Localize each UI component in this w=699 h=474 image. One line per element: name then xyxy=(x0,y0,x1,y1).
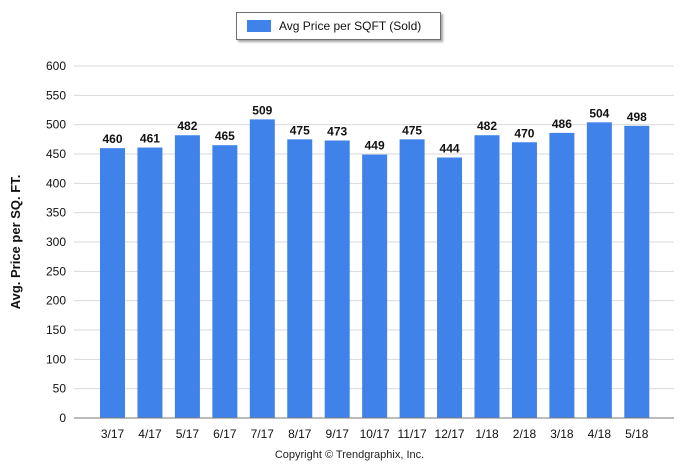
data-label: 504 xyxy=(589,106,609,120)
y-tick-label: 100 xyxy=(46,352,66,366)
data-label: 498 xyxy=(627,110,647,124)
data-label: 486 xyxy=(552,117,572,131)
x-tick-label: 3/18 xyxy=(550,427,574,441)
data-label: 470 xyxy=(514,126,534,140)
data-label: 465 xyxy=(215,129,235,143)
data-label: 509 xyxy=(252,103,272,117)
x-tick-label: 4/18 xyxy=(588,427,612,441)
data-label: 460 xyxy=(102,132,122,146)
y-tick-label: 300 xyxy=(46,235,66,249)
y-tick-label: 450 xyxy=(46,147,66,161)
x-tick-label: 5/17 xyxy=(176,427,200,441)
bar xyxy=(399,139,425,419)
x-tick-label: 10/17 xyxy=(360,427,390,441)
bar xyxy=(324,140,350,419)
x-tick-label: 5/18 xyxy=(625,427,649,441)
y-tick-label: 250 xyxy=(46,264,66,278)
bars xyxy=(100,119,650,419)
x-tick-label: 7/17 xyxy=(251,427,275,441)
data-label: 475 xyxy=(290,123,310,137)
data-label: 482 xyxy=(177,119,197,133)
y-tick-label: 200 xyxy=(46,294,66,308)
legend-label: Avg Price per SQFT (Sold) xyxy=(279,19,422,33)
y-tick-label: 550 xyxy=(46,88,66,102)
bar xyxy=(287,139,313,419)
y-axis-ticks: 0 50 100 150 200 250 300 350 400 450 500 550 600 xyxy=(46,59,66,425)
data-label: 449 xyxy=(365,139,385,153)
bar xyxy=(549,132,575,418)
y-tick-label: 500 xyxy=(46,118,66,132)
bar xyxy=(212,145,238,418)
data-label: 475 xyxy=(402,123,422,137)
data-label: 482 xyxy=(477,119,497,133)
y-tick-label: 600 xyxy=(46,59,66,73)
x-tick-label: 1/18 xyxy=(475,427,499,441)
bar xyxy=(586,122,612,418)
data-label: 444 xyxy=(440,142,460,156)
x-axis-ticks: 3/17 4/17 5/17 6/17 7/17 8/17 9/17 10/17 11/17 12… xyxy=(101,427,649,441)
y-tick-label: 0 xyxy=(59,411,66,425)
x-tick-label: 9/17 xyxy=(326,427,350,441)
data-label: 461 xyxy=(140,132,160,146)
x-tick-label: 12/17 xyxy=(435,427,465,441)
y-tick-label: 400 xyxy=(46,176,66,190)
bar xyxy=(511,142,537,418)
y-tick-label: 50 xyxy=(53,382,67,396)
bar xyxy=(174,135,200,418)
bar xyxy=(362,154,388,418)
data-label: 473 xyxy=(327,125,347,139)
x-tick-label: 2/18 xyxy=(513,427,537,441)
bar xyxy=(624,125,650,418)
data-labels: 460 461 482 465 509 475 473 449 475 444 482 470 486 5… xyxy=(102,103,647,155)
bar xyxy=(249,119,275,419)
legend: Avg Price per SQFT (Sold) xyxy=(236,12,441,40)
y-tick-label: 150 xyxy=(46,323,66,337)
bar xyxy=(474,135,500,418)
x-tick-label: 11/17 xyxy=(398,427,427,441)
x-tick-label: 8/17 xyxy=(288,427,312,441)
bar xyxy=(437,157,463,418)
x-tick-label: 4/17 xyxy=(138,427,162,441)
legend-swatch xyxy=(247,20,271,32)
y-axis-title: Avg. Price per SQ. FT. xyxy=(8,175,23,310)
x-tick-label: 6/17 xyxy=(213,427,237,441)
copyright-text: Copyright © Trendgraphix, Inc. xyxy=(274,449,425,461)
x-tick-label: 3/17 xyxy=(101,427,125,441)
bar xyxy=(100,148,125,418)
y-tick-label: 350 xyxy=(46,206,66,220)
bar xyxy=(137,147,163,418)
